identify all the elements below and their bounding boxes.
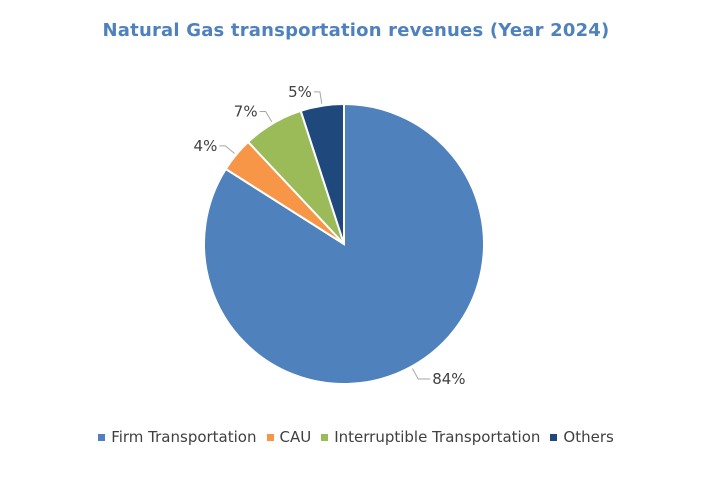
legend-label-cau: CAU xyxy=(279,428,312,446)
data-label-others: 5% xyxy=(288,83,312,101)
leader-line-others xyxy=(313,91,323,104)
legend-item-others: Others xyxy=(550,428,614,446)
legend-swatch-others xyxy=(550,433,558,441)
legend-label-interruptible-transportation: Interruptible Transportation xyxy=(334,428,541,446)
data-label-cau: 4% xyxy=(194,137,218,155)
legend-label-others: Others xyxy=(563,428,614,446)
legend-swatch-cau xyxy=(266,433,274,441)
data-label-interruptible-transportation: 7% xyxy=(234,102,258,120)
chart-legend: Firm Transportation CAU Interruptible Tran… xyxy=(0,428,712,446)
leader-line-firm-transportation xyxy=(411,368,431,380)
legend-swatch-firm-transportation xyxy=(98,433,106,441)
pie-slice-others xyxy=(299,102,345,245)
legend-item-cau: CAU xyxy=(266,428,312,446)
chart-title: Natural Gas transportation revenues (Yea… xyxy=(102,20,610,41)
data-label-firm-transportation: 84% xyxy=(432,370,465,388)
leader-line-interruptible-transportation xyxy=(259,110,273,123)
legend-swatch-interruptible-transportation xyxy=(321,433,329,441)
legend-item-firm-transportation: Firm Transportation xyxy=(98,428,257,446)
legend-label-firm-transportation: Firm Transportation xyxy=(111,428,257,446)
legend-item-interruptible-transportation: Interruptible Transportation xyxy=(321,428,540,446)
pie-slice-firm-transportation xyxy=(203,102,485,385)
leader-line-cau xyxy=(219,145,235,154)
